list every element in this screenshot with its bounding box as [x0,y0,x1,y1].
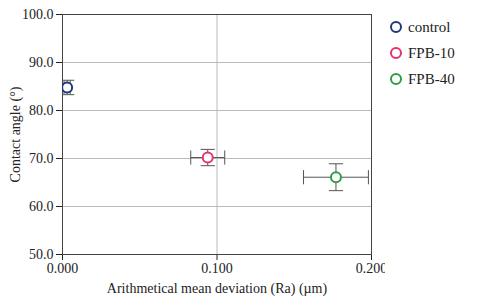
svg-text:80.0: 80.0 [29,103,54,118]
svg-text:70.0: 70.0 [29,151,54,166]
svg-text:100.0: 100.0 [22,7,54,22]
svg-text:Contact angle (°): Contact angle (°) [8,86,24,182]
svg-text:0.200: 0.200 [356,261,385,276]
html-text:FPB-10: FPB-10 [408,44,455,61]
html-text:FPB-40: FPB-40 [408,70,455,87]
svg-text:0.100: 0.100 [201,261,233,276]
svg-text:Arithmetical mean deviation (R: Arithmetical mean deviation (Ra) (µm) [107,281,328,297]
svg-text:50.0: 50.0 [29,247,54,262]
svg-text:90.0: 90.0 [29,55,54,70]
html-text:control: control [408,18,451,35]
svg-text:60.0: 60.0 [29,199,54,214]
svg-text:0.000: 0.000 [47,261,79,276]
